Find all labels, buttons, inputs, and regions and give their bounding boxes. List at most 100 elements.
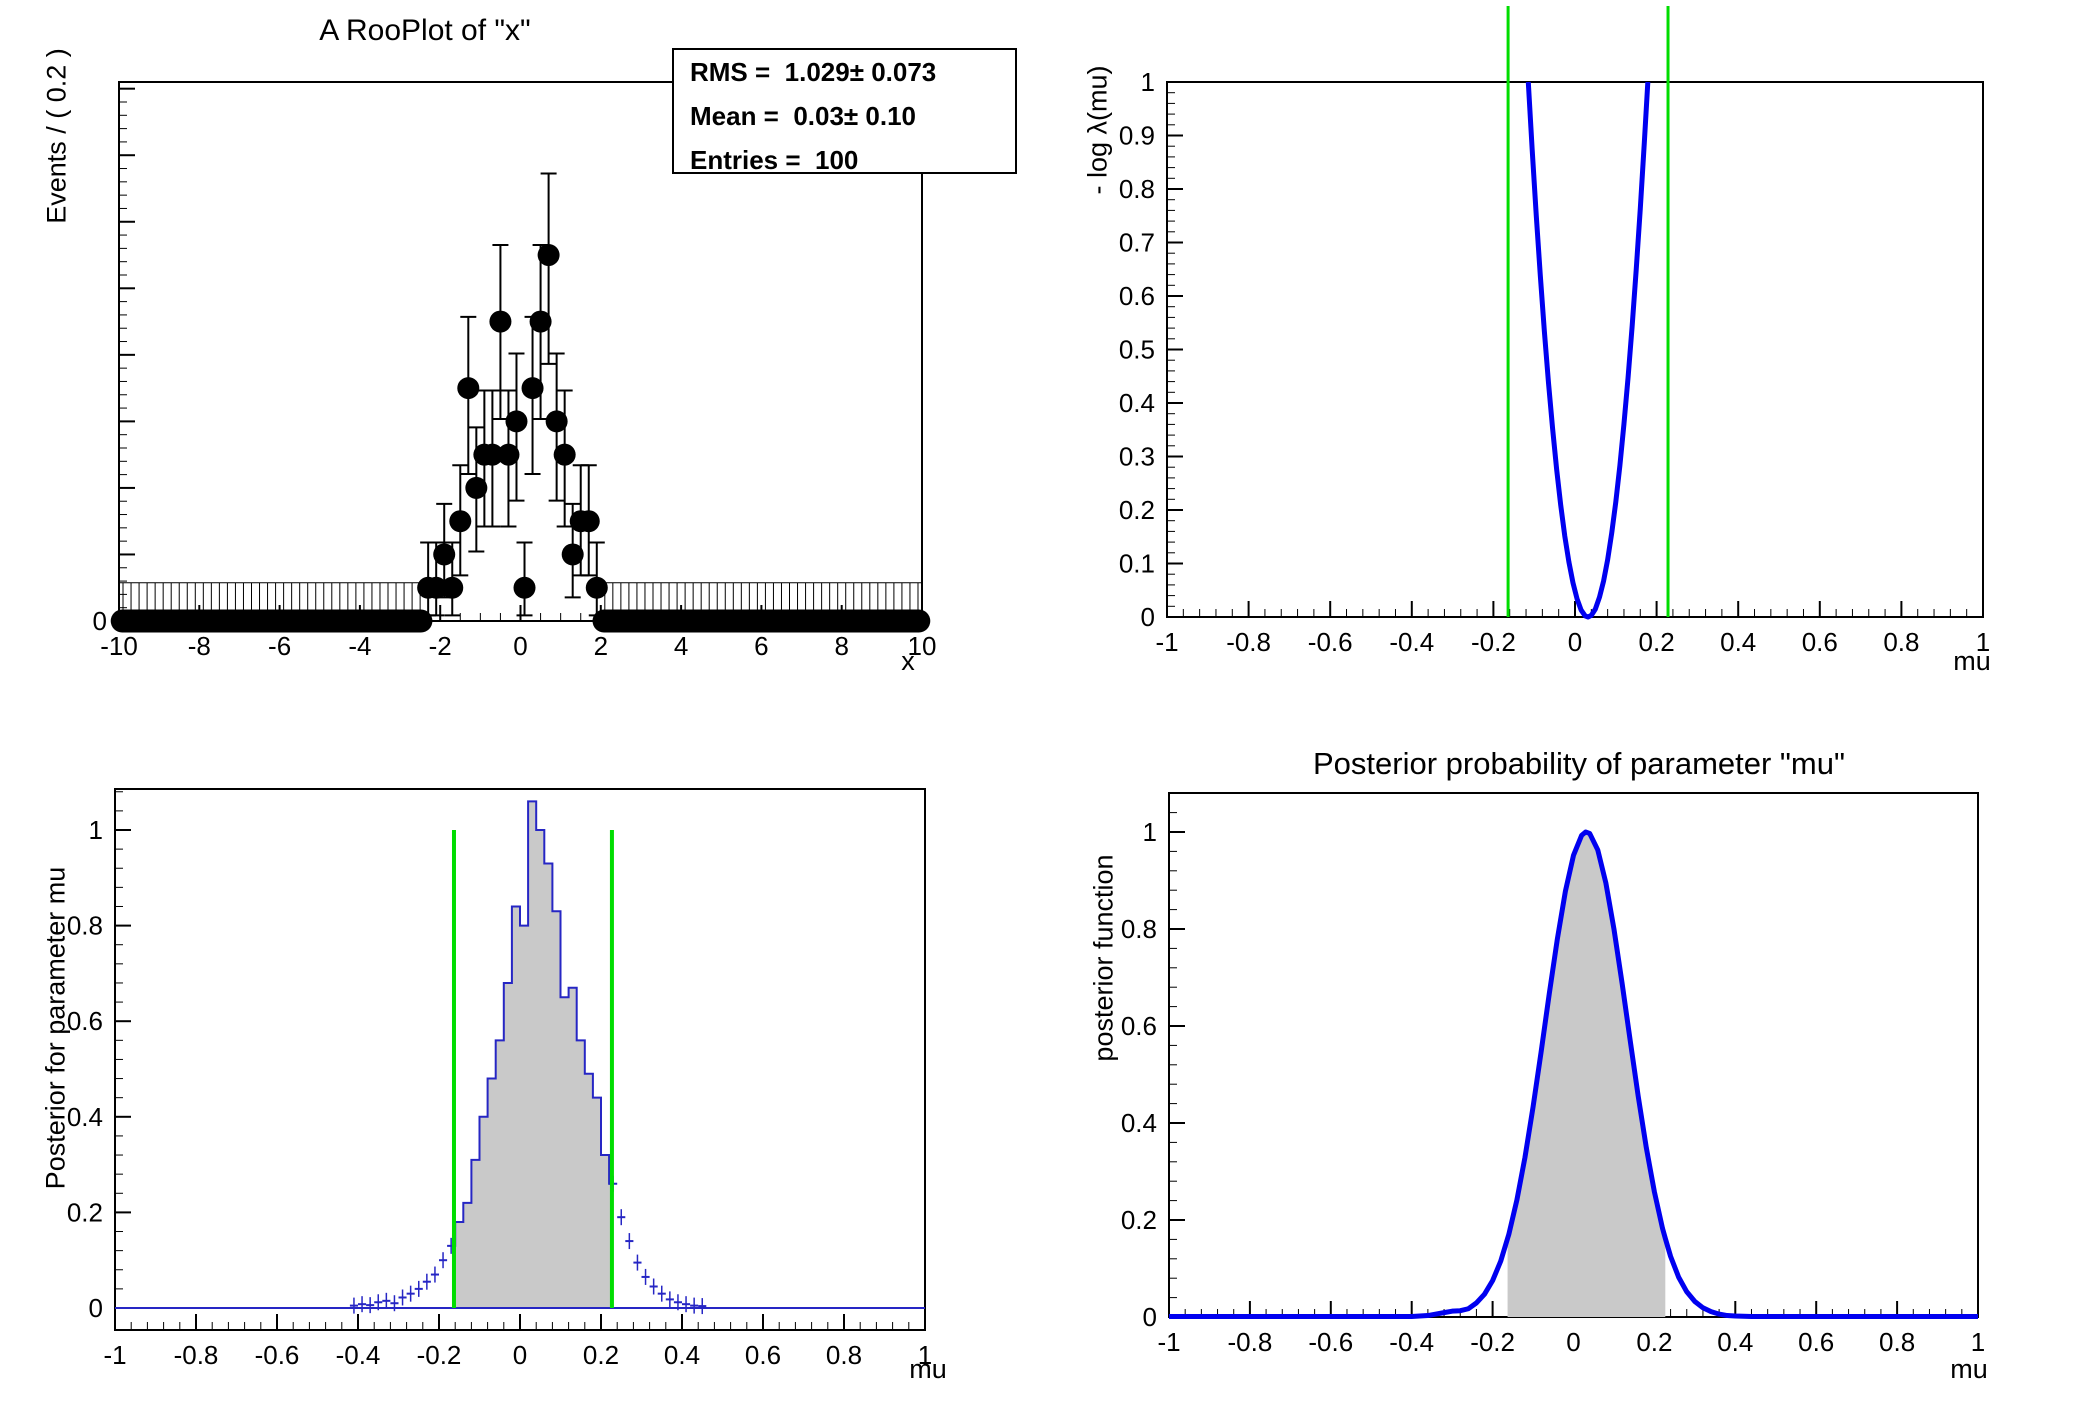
y-tick-label: 0.4 <box>1121 1108 1157 1138</box>
data-point-marker <box>537 244 560 267</box>
y-tick-label: 0.6 <box>67 1006 103 1036</box>
y-tick-label: 0.8 <box>1121 914 1157 944</box>
y-tick-label: 0.2 <box>67 1197 103 1227</box>
x-tick-label: 8 <box>834 631 848 661</box>
data-point-marker <box>521 377 544 400</box>
x-tick-label: -8 <box>188 631 211 661</box>
pad1-x-axis-title: x <box>901 646 915 676</box>
x-tick-label: -0.2 <box>1470 1327 1515 1357</box>
x-tick-label: -0.8 <box>1227 1327 1272 1357</box>
x-tick-label: -0.4 <box>1389 1327 1434 1357</box>
mcmc-chart: -1 -0.8 -0.6 -0.4 -0.2 0 0.2 0.4 0.6 0.8 1 0 0.2 0.4 0… <box>67 788 932 1370</box>
y-tick-label: 0 <box>1143 1302 1157 1332</box>
y-tick-label: 0 <box>1141 602 1155 632</box>
y-tick-label: 0.8 <box>67 911 103 941</box>
x-tick-label: -0.6 <box>255 1340 300 1370</box>
x-tick-label: 0.6 <box>1798 1327 1834 1357</box>
y-tick-label: 0.4 <box>67 1102 103 1132</box>
x-tick-label: -0.6 <box>1308 1327 1353 1357</box>
pad4-x-axis-title: mu <box>1950 1354 1988 1384</box>
data-point-marker <box>545 410 568 433</box>
data-point-marker <box>561 543 584 566</box>
pad2-y-axis-title: - log λ(mu) <box>1082 65 1113 195</box>
rooplot-chart: -10 -8 -6 -4 -2 0 2 4 6 8 10 0 <box>93 81 937 661</box>
pad3-x-axis-title: mu <box>909 1354 947 1384</box>
pad4-y-axis-title: posterior function <box>1088 854 1119 1062</box>
x-tick-label: -0.2 <box>417 1340 462 1370</box>
bayes-chart: -1 -0.8 -0.6 -0.4 -0.2 0 0.2 0.4 0.6 0.8 1 0 0.2 0.4 0… <box>1121 792 1985 1357</box>
x-tick-label: 0.8 <box>826 1340 862 1370</box>
posterior-hist-outline <box>452 800 613 1309</box>
data-point-marker <box>489 310 512 333</box>
posterior-hist-fill <box>453 801 612 1308</box>
plot-frame <box>1166 81 1984 618</box>
x-tick-label: 0.2 <box>583 1340 619 1370</box>
x-tick-label: 0.4 <box>1717 1327 1753 1357</box>
x-tick-label: 4 <box>674 631 688 661</box>
y-tick-label: 0 <box>89 1293 103 1323</box>
x-tick-label: 1 <box>1976 627 1990 657</box>
data-point-marker <box>585 576 608 599</box>
x-tick-label: 0.8 <box>1883 627 1919 657</box>
y-tick-label: 0.4 <box>1119 388 1155 418</box>
pad2-x-axis-title: mu <box>1953 646 1991 676</box>
bayesian-posterior-curve <box>1169 829 1978 1320</box>
profile-tick-labels: -1 -0.8 -0.6 -0.4 -0.2 0 0.2 0.4 0.6 0.8 1 0 0.1 0.2 0… <box>1119 67 1990 657</box>
data-point-marker <box>433 543 456 566</box>
posterior-shaded-interval <box>1507 832 1666 1317</box>
y-tick-label: 0.5 <box>1119 335 1155 365</box>
profile-axes <box>1166 81 1984 618</box>
y-tick-label: 0.6 <box>1119 281 1155 311</box>
y-tick-label: 0.8 <box>1119 174 1155 204</box>
x-tick-label: 10 <box>908 631 937 661</box>
profile-likelihood-curve <box>1525 81 1651 620</box>
x-tick-label: -0.6 <box>1308 627 1353 657</box>
pad-bayesian-posterior: -1 -0.8 -0.6 -0.4 -0.2 0 0.2 0.4 0.6 0.8 1 0 0.2 0.4 0… <box>1044 708 2088 1416</box>
mcmc-tick-labels: -1 -0.8 -0.6 -0.4 -0.2 0 0.2 0.4 0.6 0.8 1 0 0.2 0.4 0… <box>67 815 932 1370</box>
x-tick-label: -4 <box>348 631 371 661</box>
y-tick-label: 1 <box>89 815 103 845</box>
x-tick-label: -0.8 <box>1226 627 1271 657</box>
rooplot-tick-labels: -10 -8 -6 -4 -2 0 2 4 6 8 10 0 <box>93 606 937 661</box>
x-tick-label: 0.2 <box>1636 1327 1672 1357</box>
x-tick-label: 1 <box>918 1340 932 1370</box>
data-point-marker <box>441 576 464 599</box>
x-tick-label: -0.4 <box>1389 627 1434 657</box>
data-points <box>417 172 608 617</box>
mcmc-interval-lines <box>451 830 614 1308</box>
pad4-title: Posterior probability of parameter "mu" <box>1312 746 1846 781</box>
x-tick-label: 0 <box>513 631 527 661</box>
y-tick-label: 0.6 <box>1121 1011 1157 1041</box>
data-point-marker <box>481 443 504 466</box>
pad3-y-axis-title: Posterior for parameter mu <box>40 866 71 1190</box>
x-tick-label: 0 <box>513 1340 527 1370</box>
data-point-marker <box>529 310 552 333</box>
pad-mcmc-posterior: -1 -0.8 -0.6 -0.4 -0.2 0 0.2 0.4 0.6 0.8 1 0 0.2 0.4 0… <box>0 708 1044 1416</box>
x-tick-label: 0.6 <box>745 1340 781 1370</box>
profile-chart: -1 -0.8 -0.6 -0.4 -0.2 0 0.2 0.4 0.6 0.8 1 0 0.1 0.2 0… <box>1119 6 1990 657</box>
y-tick-label: 0.2 <box>1119 495 1155 525</box>
y-tick-label: 0.9 <box>1119 121 1155 151</box>
data-point-marker <box>553 443 576 466</box>
data-point-marker <box>449 510 472 533</box>
pad-profile-likelihood: -1 -0.8 -0.6 -0.4 -0.2 0 0.2 0.4 0.6 0.8 1 0 0.1 0.2 0… <box>1044 0 2088 708</box>
x-tick-label: 0.4 <box>664 1340 700 1370</box>
stats-rms: RMS = 1.029± 0.073 <box>690 57 937 87</box>
stats-box: RMS = 1.029± 0.073 Mean = 0.03± 0.10 Ent… <box>672 48 1017 175</box>
x-tick-label: 0 <box>1568 627 1582 657</box>
data-point-marker <box>513 576 536 599</box>
data-point-marker <box>425 576 448 599</box>
x-tick-label: -0.4 <box>336 1340 381 1370</box>
y-tick-label: 0.3 <box>1119 442 1155 472</box>
x-tick-label: 0.6 <box>1802 627 1838 657</box>
data-point-marker <box>497 443 520 466</box>
x-tick-label: -6 <box>268 631 291 661</box>
pad1-title: A RooPlot of "x" <box>319 14 531 47</box>
stats-mean: Mean = 0.03± 0.10 <box>690 101 917 131</box>
x-tick-label: -10 <box>100 631 138 661</box>
y-tick-label: 0.2 <box>1121 1205 1157 1235</box>
x-tick-label: 0.2 <box>1639 627 1675 657</box>
data-point-marker <box>465 476 488 499</box>
y-tick-label: 0.7 <box>1119 228 1155 258</box>
stats-entries: Entries = 100 <box>690 145 859 175</box>
